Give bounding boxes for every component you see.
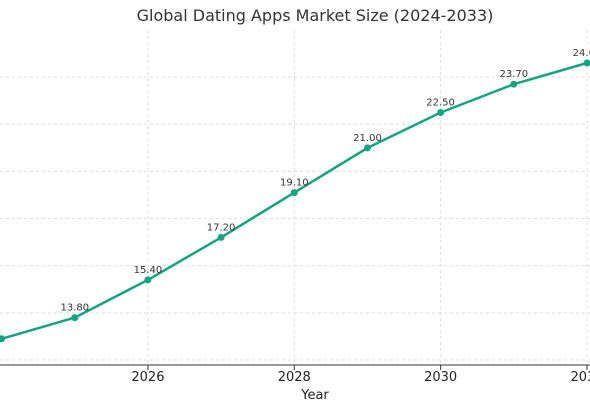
data-point-2029 [364, 144, 371, 152]
grid-layer [0, 30, 590, 365]
x-axis-label: Year [300, 388, 329, 403]
chart-title: Global Dating Apps Market Size (2024-203… [137, 6, 494, 25]
data-label-2032: 24.60 [573, 48, 590, 59]
x-tick-label-3: 2032 [570, 370, 590, 385]
data-point-2026 [144, 276, 152, 284]
data-label-2027: 17.20 [207, 222, 236, 233]
data-point-2027 [217, 233, 225, 241]
x-tick-label-1: 2028 [278, 370, 311, 385]
data-label-2025: 13.80 [60, 303, 89, 314]
data-label-2031: 23.70 [499, 69, 528, 80]
data-point-2025 [71, 314, 79, 322]
data-label-2030: 22.50 [426, 98, 455, 109]
x-tick-layer: 2026 2028 2030 2032 [131, 365, 590, 385]
data-point-2028 [290, 189, 298, 197]
data-label-2028: 19.10 [280, 178, 309, 189]
x-tick-label-0: 2026 [131, 370, 164, 385]
data-point-2030 [437, 109, 445, 116]
data-label-2026: 15.40 [134, 265, 163, 276]
data-point-2032 [583, 59, 590, 67]
data-point-2024 [0, 335, 6, 343]
x-tick-label-2: 2030 [424, 370, 457, 385]
data-label-2029: 21.00 [353, 133, 382, 144]
series-layer: 13.80 15.40 17.20 19.10 21.00 22.50 23.70 24.60 [0, 48, 590, 343]
data-point-2031 [510, 80, 518, 88]
